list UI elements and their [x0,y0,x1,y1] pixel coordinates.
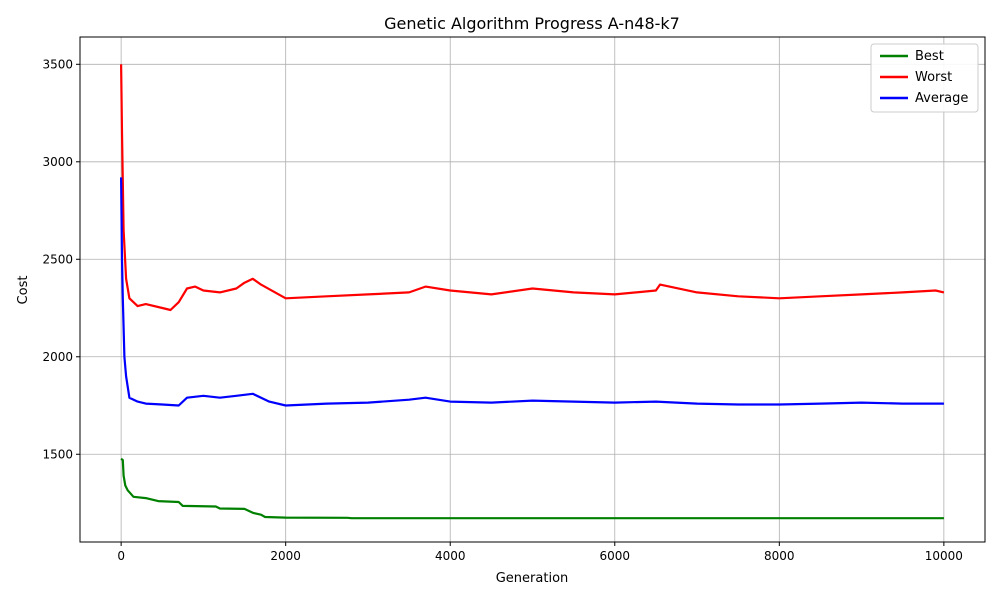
x-tick-label: 8000 [764,549,795,563]
chart-title: Genetic Algorithm Progress A-n48-k7 [384,14,680,33]
legend-label-average: Average [915,91,968,106]
x-tick-label: 0 [117,549,125,563]
y-tick-label: 2000 [42,350,73,364]
y-axis-label: Cost [16,276,31,305]
series-line-worst [120,64,945,312]
x-tick-label: 10000 [925,549,963,563]
grid [80,37,985,542]
series-line-average [120,177,944,407]
legend-label-worst: Worst [915,70,952,85]
y-tick-label: 2500 [42,252,73,266]
series-layer [120,64,945,520]
legend: Best Worst Average [870,43,979,113]
y-tick-label: 3500 [42,57,73,71]
y-tick-label: 1500 [42,447,73,461]
x-tick-label: 4000 [435,549,466,563]
x-axis-label: Generation [496,571,569,586]
legend-box [870,43,979,113]
y-tick-label: 3000 [42,155,73,169]
y-axis: 1500 2000 2500 3000 3500 [42,57,80,461]
plot-frame [79,36,986,543]
legend-label-best: Best [915,49,944,64]
x-tick-label: 2000 [270,549,301,563]
series-line-best [120,457,944,520]
x-tick-label: 6000 [599,549,630,563]
x-axis: 0 2000 4000 6000 8000 10000 [117,542,963,563]
